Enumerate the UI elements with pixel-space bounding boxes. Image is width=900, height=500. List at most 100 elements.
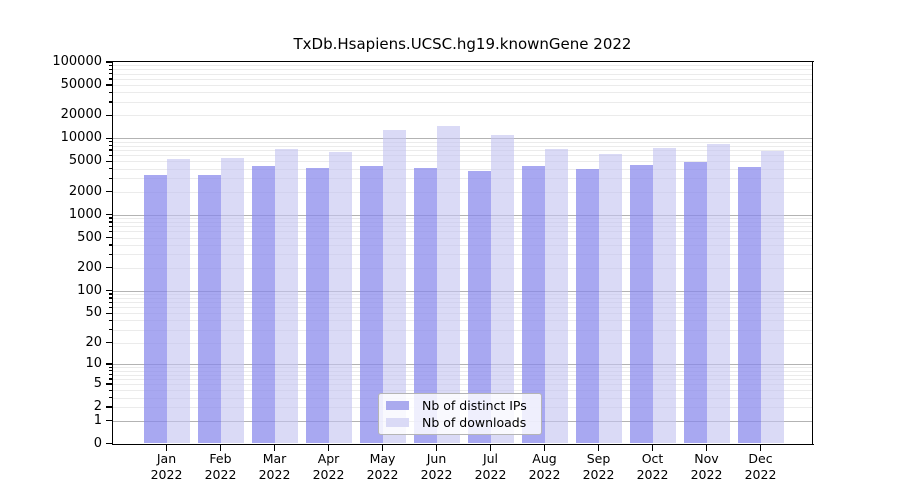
y-tick	[105, 213, 112, 216]
y-tick-minor	[108, 68, 112, 71]
x-tick-label: Apr 2022	[312, 451, 345, 482]
gridline-minor	[113, 84, 812, 86]
bar-ips-jun	[413, 167, 437, 444]
bar-downloads-jul	[490, 135, 514, 444]
y-tick	[105, 363, 112, 365]
gridline-minor	[113, 294, 812, 296]
y-tick-label: 2000	[68, 183, 102, 199]
bar-downloads-aug	[544, 148, 568, 444]
gridline-minor	[113, 168, 812, 170]
bar-ips-jan	[143, 174, 167, 444]
y-tick-minor	[108, 378, 112, 380]
y-tick-label: 100	[77, 282, 102, 298]
gridline-minor	[113, 302, 812, 304]
y-tick-minor	[108, 383, 112, 385]
legend-label-downloads: Nb of downloads	[422, 415, 527, 430]
x-tick	[327, 445, 330, 451]
legend-item-distinct-ips: Nb of distinct IPs	[386, 398, 535, 414]
y-tick-minor	[108, 64, 112, 67]
gridline-minor	[113, 73, 812, 75]
y-tick-minor	[108, 101, 112, 103]
y-tick-minor	[108, 370, 112, 372]
gridline-minor	[113, 191, 812, 193]
y-tick-minor	[108, 168, 112, 170]
y-tick-label: 200	[77, 259, 102, 275]
gridline-minor	[113, 78, 812, 80]
x-tick-label: May 2022	[366, 451, 399, 482]
bar-downloads-feb	[220, 158, 244, 444]
y-tick-minor	[108, 91, 112, 93]
gridline-minor	[113, 221, 812, 223]
y-tick-label: 100000	[52, 54, 102, 69]
bar-downloads-oct	[652, 148, 676, 444]
y-axis-line	[111, 60, 114, 446]
legend-swatch-downloads	[386, 417, 409, 428]
gridline-minor	[113, 384, 812, 386]
y-tick-minor	[108, 301, 112, 303]
y-tick-minor	[108, 373, 112, 376]
x-tick	[597, 445, 600, 451]
y-tick	[105, 61, 112, 63]
y-tick-minor	[108, 293, 112, 295]
bar-ips-sep	[575, 168, 599, 444]
plot-border-right	[811, 60, 814, 446]
x-tick	[273, 445, 276, 451]
gridline-minor	[113, 65, 812, 67]
legend-swatch-distinct-ips	[386, 400, 409, 411]
y-tick-minor	[108, 154, 112, 156]
y-tick-minor	[108, 297, 112, 299]
y-tick-label: 2	[93, 399, 102, 415]
bar-ips-jul	[467, 171, 491, 444]
bar-ips-aug	[521, 166, 545, 444]
gridline-minor	[113, 178, 812, 180]
y-tick-minor	[108, 253, 112, 256]
y-tick-label: 10	[85, 356, 102, 372]
x-axis-line	[111, 443, 814, 446]
gridline-minor	[113, 244, 812, 246]
y-tick-minor	[108, 236, 112, 239]
x-tick	[705, 445, 708, 451]
gridline-minor	[113, 320, 812, 322]
y-tick-minor	[108, 177, 112, 179]
y-tick-minor	[108, 267, 112, 269]
y-tick-label: 5	[93, 376, 102, 392]
chart-title: TxDb.Hsapiens.UCSC.hg19.knownGene 2022	[293, 35, 632, 53]
legend-item-downloads: Nb of downloads	[386, 415, 535, 431]
gridline-minor	[113, 267, 812, 269]
x-tick-label: Oct 2022	[636, 451, 669, 482]
gridline-minor	[113, 367, 812, 369]
x-tick-label: Jan 2022	[150, 451, 183, 482]
y-tick-minor	[108, 217, 112, 219]
x-tick	[543, 445, 546, 451]
gridline-minor	[113, 237, 812, 239]
x-tick-label: Jun 2022	[420, 451, 453, 482]
x-tick	[435, 445, 438, 451]
gridline-minor	[113, 390, 812, 392]
gridline-minor	[113, 313, 812, 315]
gridline-minor	[113, 145, 812, 147]
y-tick-label: 50000	[60, 76, 102, 92]
plot-border-top	[111, 60, 814, 63]
bar-downloads-jan	[166, 158, 190, 444]
legend: Nb of distinct IPs Nb of downloads	[378, 393, 542, 435]
x-tick-label: Dec 2022	[744, 451, 777, 482]
y-tick-minor	[108, 366, 112, 368]
y-tick-label: 50	[85, 305, 102, 321]
x-tick-label: Mar 2022	[258, 451, 291, 482]
y-tick-minor	[108, 145, 112, 147]
bar-downloads-apr	[328, 151, 352, 444]
y-tick-minor	[108, 114, 112, 116]
y-tick-label: 1000	[68, 206, 102, 222]
gridline-minor	[113, 226, 812, 228]
x-tick	[165, 445, 168, 451]
y-tick-minor	[108, 73, 112, 75]
y-tick-minor	[108, 341, 112, 344]
y-tick-label: 20	[85, 334, 102, 350]
bar-ips-mar	[251, 166, 275, 444]
y-tick-minor	[108, 160, 112, 162]
gridline-minor	[113, 69, 812, 71]
gridline-minor	[113, 329, 812, 331]
y-tick-minor	[108, 306, 112, 308]
bar-ips-feb	[197, 174, 221, 444]
y-tick-minor	[108, 141, 112, 143]
